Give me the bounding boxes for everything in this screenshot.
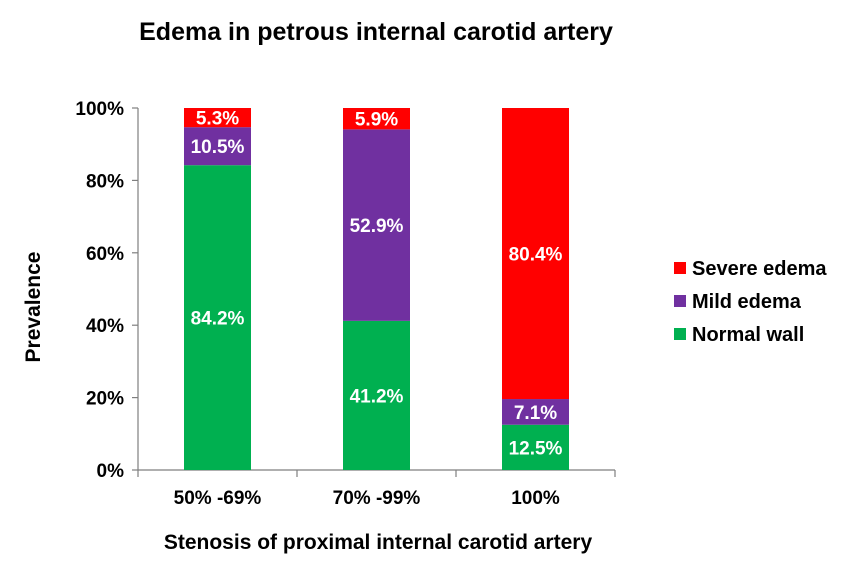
legend-label: Normal wall bbox=[692, 324, 804, 346]
y-axis-title: Prevalence bbox=[22, 252, 45, 363]
data-label: 84.2% bbox=[191, 309, 245, 330]
data-label: 5.9% bbox=[355, 110, 398, 131]
x-tick-label: 70% -99% bbox=[333, 488, 421, 509]
data-label: 7.1% bbox=[514, 403, 557, 424]
y-tick-label: 40% bbox=[86, 316, 124, 337]
bar-segment bbox=[343, 320, 410, 470]
bar-segment bbox=[184, 108, 251, 128]
x-axis-title: Stenosis of proximal internal carotid ar… bbox=[164, 531, 593, 554]
data-label: 41.2% bbox=[350, 386, 404, 407]
bar-segment bbox=[502, 424, 569, 470]
y-tick-label: 100% bbox=[75, 99, 124, 120]
legend-label: Mild edema bbox=[692, 291, 802, 313]
legend-swatch bbox=[674, 262, 686, 274]
legend-label: Severe edema bbox=[692, 258, 827, 280]
y-tick-label: 20% bbox=[86, 389, 124, 410]
data-label: 52.9% bbox=[350, 216, 404, 237]
y-tick-label: 80% bbox=[86, 171, 124, 192]
legend-swatch bbox=[674, 328, 686, 340]
chart-title: Edema in petrous internal carotid artery bbox=[139, 18, 613, 46]
y-tick-label: 60% bbox=[86, 244, 124, 265]
y-tick-label: 0% bbox=[97, 461, 125, 482]
data-label: 12.5% bbox=[509, 438, 563, 459]
bar-segment bbox=[184, 165, 251, 471]
x-tick-label: 100% bbox=[511, 488, 560, 509]
bar-segment bbox=[343, 108, 410, 130]
bar-segment bbox=[502, 108, 569, 400]
bar-segment bbox=[343, 129, 410, 321]
bar-segment bbox=[502, 399, 569, 425]
legend-swatch bbox=[674, 295, 686, 307]
data-label: 5.3% bbox=[196, 109, 239, 130]
plot-area: 0% 20% 40% 60% 80% 100% 84.2% 10.5% 5.3% 50% -69%… bbox=[75, 99, 616, 509]
data-label: 80.4% bbox=[509, 245, 563, 266]
x-tick-label: 50% -69% bbox=[174, 488, 262, 509]
data-label: 10.5% bbox=[191, 137, 245, 158]
bar-segment bbox=[184, 127, 251, 166]
legend: Severe edema Mild edema Normal wall bbox=[674, 258, 827, 346]
